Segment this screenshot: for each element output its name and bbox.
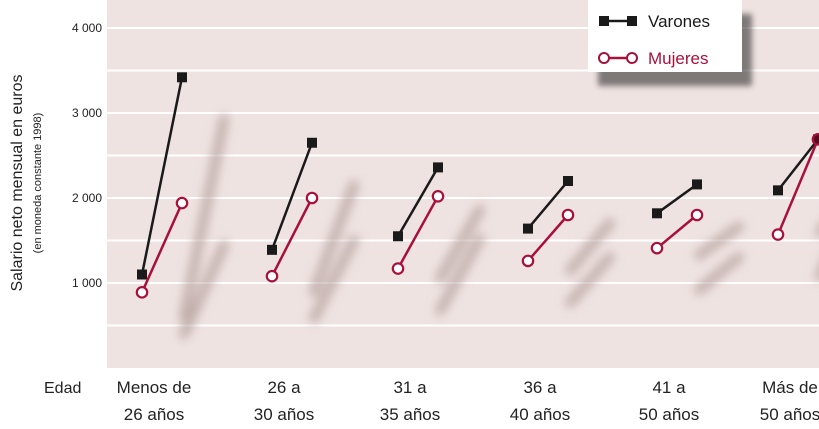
data-point — [773, 185, 783, 196]
data-point — [690, 208, 704, 222]
x-category-label-line2: 30 años — [254, 405, 315, 424]
series-segment — [777, 138, 819, 192]
legend-marker — [599, 16, 609, 26]
y-tick-label: 1 000 — [72, 276, 102, 290]
x-category-label-line2: 40 años — [510, 405, 571, 424]
data-point — [563, 176, 573, 186]
y-axis-label: Salario neto mensual en euros — [9, 74, 26, 291]
x-category-label-line2: 35 años — [380, 405, 441, 424]
data-point — [523, 223, 533, 234]
data-point — [177, 72, 187, 83]
data-point — [652, 208, 662, 219]
data-point — [692, 179, 702, 190]
series-segment — [270, 197, 314, 277]
legend-item-varones: Varones — [599, 12, 710, 31]
legend-items: Varones Mujeres — [598, 12, 710, 68]
data-point — [307, 137, 317, 148]
data-point — [135, 286, 149, 299]
y-tick-labels: 1 000 2 000 3 000 4 000 — [72, 21, 102, 290]
series-segment — [140, 77, 184, 275]
data-point — [175, 196, 189, 210]
segment-shadow — [694, 221, 744, 261]
x-category-label-line2: 26 años — [124, 405, 185, 424]
x-category-label-line1: Menos de — [117, 378, 192, 397]
data-point — [393, 231, 403, 242]
series-segment — [527, 214, 569, 262]
x-category-label-line1: Más de — [762, 378, 818, 397]
data-point — [811, 133, 819, 146]
x-category-label-line1: 31 a — [393, 378, 427, 397]
legend-box — [588, 0, 742, 72]
y-tick-label: 4 000 — [72, 21, 102, 35]
data-point — [391, 262, 405, 275]
data-point — [561, 208, 575, 222]
segment-shadow — [565, 252, 615, 308]
y-tick-label: 2 000 — [72, 191, 102, 205]
data-point — [433, 162, 443, 173]
segment-shadow — [694, 252, 744, 296]
legend: Varones Mujeres — [588, 0, 752, 86]
line-shadows — [179, 114, 819, 340]
x-category-label-line2: 50 años — [639, 405, 700, 424]
series-segment — [656, 183, 698, 215]
legend-label: Mujeres — [648, 49, 708, 68]
legend-marker — [627, 16, 637, 26]
series-segment — [396, 166, 440, 237]
x-category-label-line1: 36 a — [523, 378, 557, 397]
data-point — [305, 191, 319, 205]
series-segment — [776, 138, 819, 236]
series-layer — [135, 72, 819, 299]
data-point — [771, 228, 785, 241]
segment-shadow — [435, 233, 485, 316]
legend-item-mujeres: Mujeres — [598, 49, 708, 68]
x-category-label-line1: 41 a — [652, 378, 686, 397]
series-segment — [270, 142, 314, 251]
segment-shadow — [309, 235, 359, 324]
y-tick-label: 3 000 — [72, 106, 102, 120]
series-segment — [140, 202, 184, 293]
data-point — [521, 254, 535, 268]
series-segment — [656, 214, 698, 250]
series-mujeres — [135, 133, 819, 299]
series-segment — [396, 195, 440, 270]
data-point — [265, 269, 279, 283]
legend-marker — [598, 52, 610, 64]
data-point — [267, 244, 277, 255]
x-category-labels: Menos de 26 años 26 a 30 años 31 a 35 años 36 … — [117, 378, 819, 424]
x-category-label-line2: 50 años — [760, 405, 819, 424]
segment-shadow — [309, 179, 359, 297]
segment-shadow — [179, 114, 229, 322]
legend-marker — [626, 52, 638, 64]
segment-shadow — [565, 218, 615, 276]
segment-shadow — [179, 240, 229, 340]
data-point — [650, 241, 664, 255]
y-axis-sublabel: (en moneda constante 1998) — [32, 113, 44, 254]
x-axis-caption: Edad — [44, 380, 81, 397]
segment-shadow — [435, 204, 485, 284]
series-segment — [527, 180, 569, 230]
series-varones — [137, 72, 819, 280]
legend-label: Varones — [648, 12, 710, 31]
data-point — [137, 269, 147, 280]
x-category-label-line1: 26 a — [267, 378, 301, 397]
data-point — [431, 190, 445, 203]
